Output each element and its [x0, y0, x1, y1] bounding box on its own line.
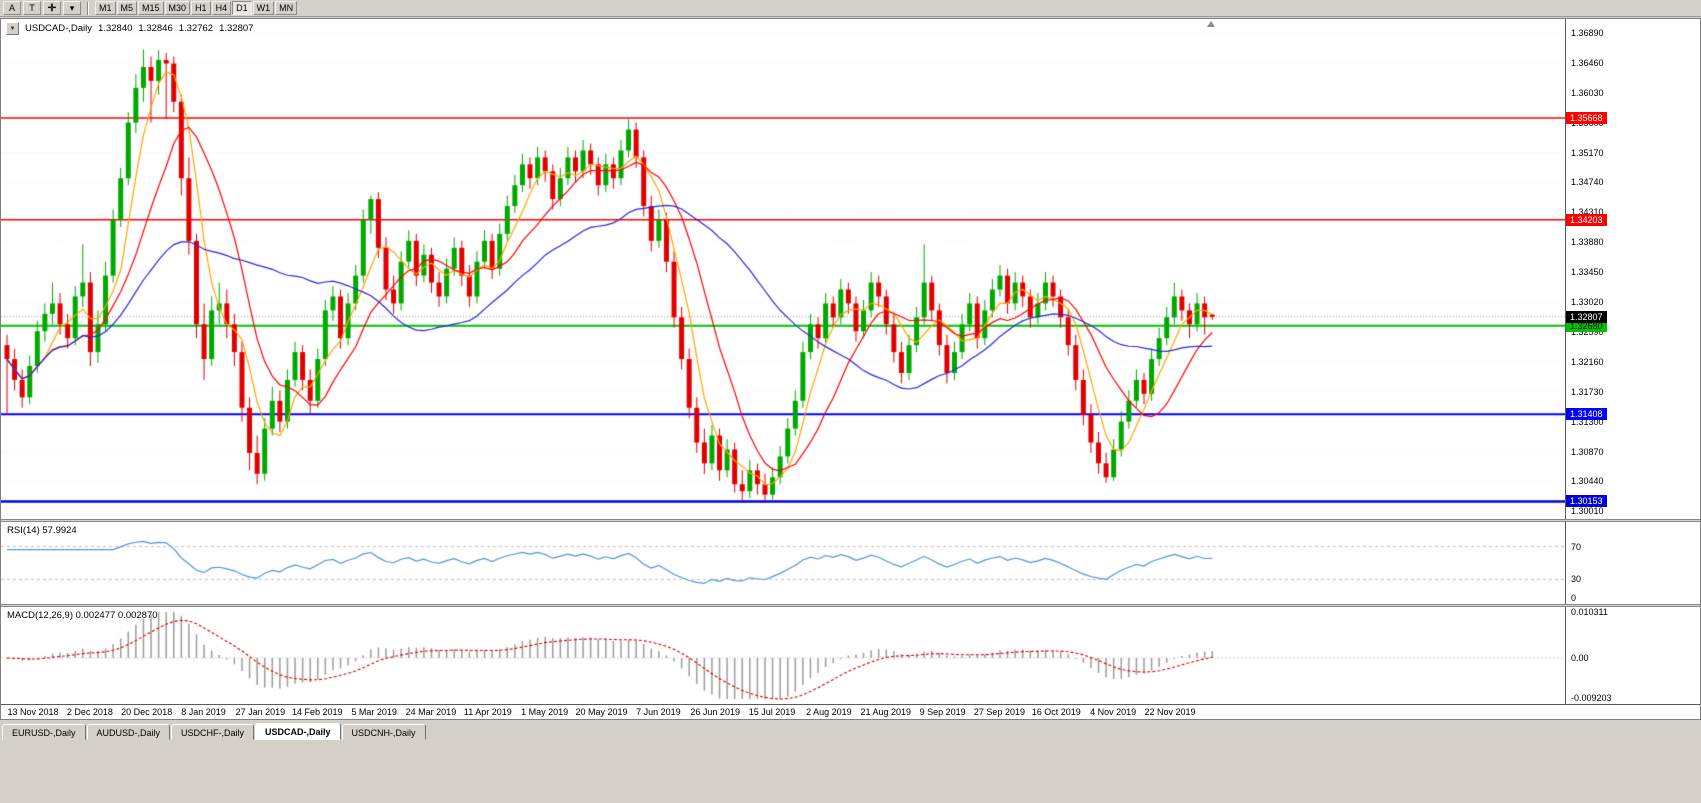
ohlc-low: 1.32762	[178, 23, 214, 34]
tab-eurusd-daily[interactable]: EURUSD-,Daily	[2, 724, 86, 740]
macd-canvas[interactable]	[1, 607, 1565, 704]
date-label: 4 Nov 2019	[1090, 707, 1137, 717]
macd-axis[interactable]: 0.010311 0.00 -0.009203	[1565, 607, 1700, 704]
date-label: 21 Aug 2019	[860, 707, 912, 717]
main-chart-panel: 1.368901.364601.360301.356001.351701.347…	[1, 19, 1700, 519]
chevron-down-icon: ▼	[9, 25, 16, 32]
rsi-level-label: 0	[1571, 593, 1577, 603]
price-axis-label: 1.34310	[1571, 207, 1604, 218]
macd-axis-label: 0.00	[1571, 652, 1589, 663]
hline-price-tag: 1.30153	[1566, 495, 1607, 508]
price-axis-label: 1.30010	[1571, 506, 1604, 517]
timeframe-button-m5[interactable]: M5	[116, 1, 138, 15]
tab-usdcad-daily[interactable]: USDCAD-,Daily	[255, 723, 341, 740]
date-label: 27 Sep 2019	[973, 707, 1025, 717]
panel-splitter[interactable]	[1, 519, 1700, 522]
date-label: 27 Jan 2019	[235, 707, 286, 717]
tab-audusd-daily[interactable]: AUDUSD-,Daily	[86, 724, 171, 740]
date-label: 1 May 2019	[521, 707, 569, 717]
crosshair-icon: ✛	[47, 2, 57, 14]
tool-dropdown-button[interactable]: ▾	[63, 1, 81, 15]
rsi-axis[interactable]: 70 30 0	[1565, 522, 1700, 604]
ohlc-open: 1.32840	[98, 23, 133, 34]
crosshair-tool-button[interactable]: ✛	[43, 1, 61, 15]
price-axis-label: 1.36890	[1571, 27, 1604, 38]
price-axis-label: 1.31300	[1571, 416, 1604, 427]
chart-shift-marker[interactable]	[1207, 21, 1215, 27]
date-label: 2 Dec 2018	[66, 707, 113, 717]
chart-title: ▼ USDCAD-,Daily 1.32840 1.32846 1.32762 …	[6, 22, 253, 35]
macd-axis-label: -0.009203	[1571, 693, 1612, 703]
chart-symbol-period: USDCAD-,Daily	[25, 23, 93, 34]
date-label: 24 Mar 2019	[405, 707, 457, 717]
toolbar-separator	[87, 1, 89, 15]
main-chart-canvas[interactable]	[1, 19, 1565, 519]
macd-panel: 0.010311 0.00 -0.009203 MACD(12,26,9) 0.00…	[1, 607, 1700, 704]
timeframe-button-w1[interactable]: W1	[252, 1, 275, 15]
date-label: 13 Nov 2018	[7, 707, 59, 717]
date-label: 16 Oct 2019	[1031, 707, 1081, 717]
date-label: 5 Mar 2019	[351, 707, 397, 717]
price-axis-label: 1.34740	[1571, 177, 1604, 188]
timeframe-button-h1[interactable]: H1	[191, 1, 211, 15]
price-axis-label: 1.33880	[1571, 237, 1604, 248]
chart-collapse-button[interactable]: ▼	[6, 22, 19, 35]
date-label: 7 Jun 2019	[636, 707, 681, 717]
date-label: 20 May 2019	[575, 707, 628, 717]
timeframe-button-h4[interactable]: H4	[211, 1, 232, 15]
timeframe-group: M1 M5 M15 M30 H1 H4 D1 W1 MN	[95, 1, 298, 15]
current-price-tag: 1.32807	[1566, 310, 1607, 323]
timeframe-button-m1[interactable]: M1	[95, 1, 116, 15]
tab-usdcnh-daily[interactable]: USDCNH-,Daily	[341, 724, 426, 740]
price-axis-label: 1.33020	[1571, 297, 1604, 308]
rsi-level-label: 70	[1571, 541, 1582, 552]
panel-splitter[interactable]	[1, 604, 1700, 607]
chevron-down-icon: ▾	[69, 2, 75, 13]
date-label: 15 Jul 2019	[748, 707, 796, 717]
price-axis-label: 1.30870	[1571, 446, 1604, 457]
toolbar: A T ✛ ▾ M1 M5 M15 M30 H1 H4 D1 W1 MN	[0, 0, 1701, 17]
macd-axis-label: 0.010311	[1571, 607, 1608, 617]
ohlc-close: 1.32807	[219, 23, 254, 34]
date-axis[interactable]: 13 Nov 2018 2 Dec 2018 20 Dec 2018 8 Jan 20…	[1, 704, 1700, 719]
price-axis-label: 1.32590	[1571, 326, 1604, 337]
rsi-level-label: 30	[1571, 574, 1582, 585]
date-label: 20 Dec 2018	[121, 707, 173, 717]
price-axis-label: 1.36030	[1571, 87, 1604, 98]
date-label: 8 Jan 2019	[181, 707, 226, 717]
hline-price-tag: 1.31408	[1566, 408, 1607, 421]
rsi-panel: 70 30 0 RSI(14) 57.9924	[1, 522, 1700, 604]
toolbar-button-a[interactable]: A	[3, 1, 21, 15]
chart-window: 1.368901.364601.360301.356001.351701.347…	[0, 18, 1701, 720]
date-label: 26 Jun 2019	[690, 707, 740, 717]
price-axis-label: 1.35170	[1571, 147, 1604, 158]
price-axis-label: 1.32160	[1571, 356, 1604, 367]
hline-price-tag: 1.35668	[1566, 111, 1607, 124]
date-label: 14 Feb 2019	[291, 707, 343, 717]
timeframe-button-m15[interactable]: M15	[138, 1, 164, 15]
tab-usdchf-daily[interactable]: USDCHF-,Daily	[171, 724, 255, 740]
timeframe-button-d1[interactable]: D1	[232, 1, 252, 15]
date-label: 2 Aug 2019	[806, 707, 852, 717]
date-label: 22 Nov 2019	[1144, 707, 1196, 717]
timeframe-button-mn[interactable]: MN	[275, 1, 298, 15]
price-axis-label: 1.31730	[1571, 386, 1604, 397]
rsi-canvas[interactable]	[1, 522, 1565, 604]
ohlc-high: 1.32846	[138, 23, 173, 34]
macd-label: MACD(12,26,9) 0.002477 0.002870	[7, 610, 158, 621]
timeframe-button-m30[interactable]: M30	[164, 1, 191, 15]
hline-price-tag: 1.34203	[1566, 213, 1607, 226]
chart-tab-bar: EURUSD-,Daily AUDUSD-,Daily USDCHF-,Daily U…	[0, 722, 1701, 740]
date-label: 11 Apr 2019	[463, 707, 512, 717]
toolbar-button-t[interactable]: T	[23, 1, 41, 15]
price-axis-label: 1.30440	[1571, 476, 1604, 487]
date-label: 9 Sep 2019	[919, 707, 966, 717]
rsi-label: RSI(14) 57.9924	[7, 525, 77, 536]
price-axis-label: 1.36460	[1571, 57, 1604, 68]
price-axis-label: 1.33450	[1571, 267, 1604, 278]
price-axis[interactable]: 1.368901.364601.360301.356001.351701.347…	[1565, 19, 1700, 519]
